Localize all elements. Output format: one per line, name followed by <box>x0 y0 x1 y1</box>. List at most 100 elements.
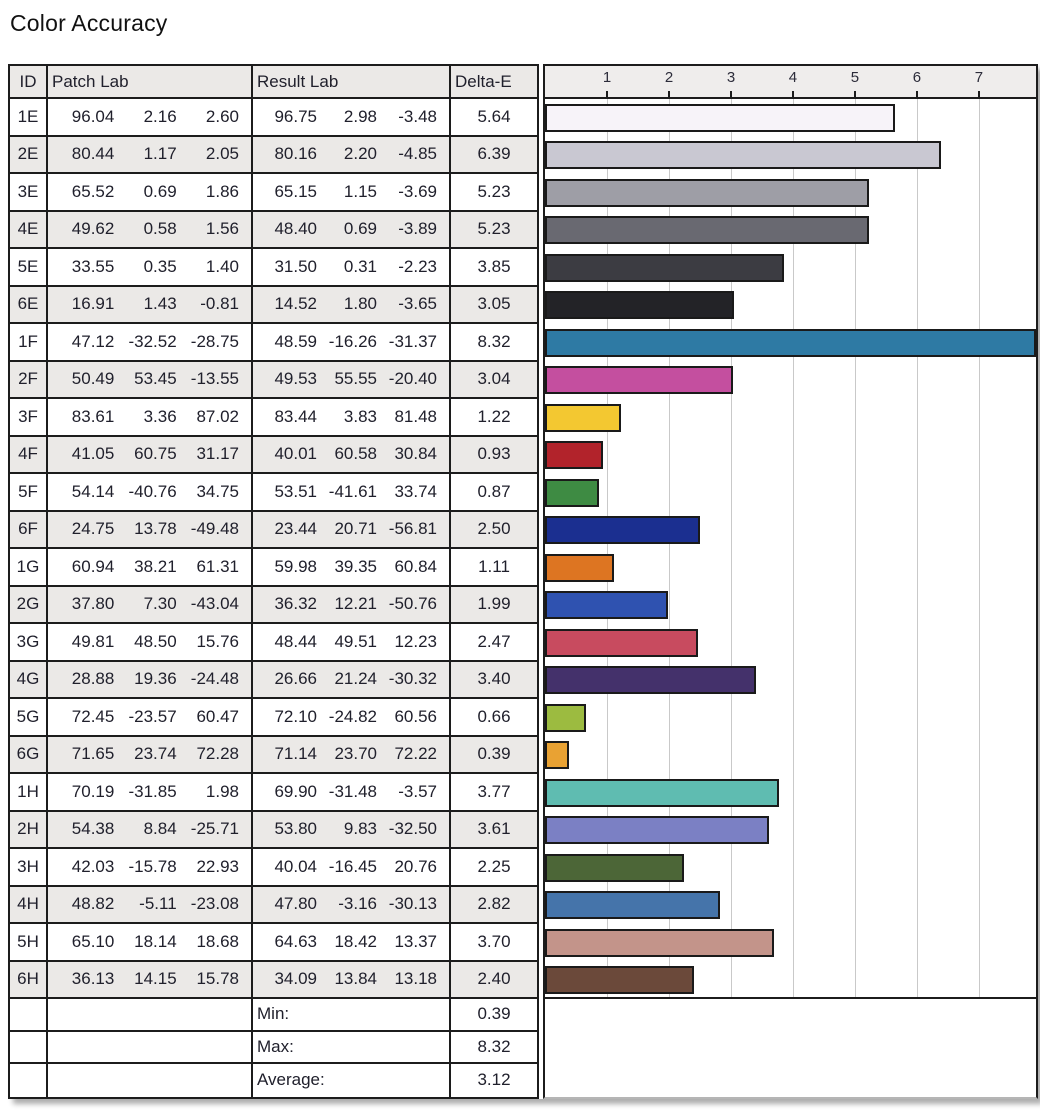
result-lab-cell: 31.50 0.31 -2.23 <box>253 249 451 285</box>
result-lab-cell-val-1: 0.31 <box>343 256 377 276</box>
chart-axis-strip: 1 2 3 4 5 6 7 <box>545 66 1036 99</box>
id-cell: 4E <box>10 211 48 247</box>
summary-row: Min: 0.39 <box>10 999 537 1032</box>
result-lab-cell-val-1: 12.21 <box>334 594 377 614</box>
delta-e-bar <box>545 441 603 470</box>
summary-value-cell: 3.12 <box>477 1070 511 1090</box>
axis-tick-label: 7 <box>974 69 984 86</box>
result-lab-cell-values: 65.15 1.15 -3.69 <box>253 182 449 202</box>
result-lab-cell-val-2: -3.48 <box>398 106 437 126</box>
result-lab-cell: 36.32 12.21 -50.76 <box>253 586 451 622</box>
bar-band <box>545 437 1036 475</box>
id-cell: 4F <box>10 436 48 472</box>
result-lab-cell-values: 34.09 13.84 13.18 <box>253 969 449 989</box>
gridline <box>854 99 856 997</box>
patch-lab-cell-val-2: -25.71 <box>190 819 239 839</box>
patch-lab-cell-val-1: 8.84 <box>143 819 177 839</box>
patch-lab-cell: 47.12 -32.52 -28.75 <box>48 324 253 360</box>
table-row: 5G 72.45 -23.57 60.47 72.10 -24.82 60.56 0.66 <box>10 699 537 737</box>
result-lab-cell-val-2: 20.76 <box>394 856 437 876</box>
result-lab-cell-val-2: -3.65 <box>398 294 437 314</box>
delta-e-cell: 6.39 <box>477 144 511 164</box>
bar-band <box>545 287 1036 325</box>
id-cell: 5H <box>10 924 48 960</box>
patch-lab-cell-val-2: -13.55 <box>190 369 239 389</box>
table-row: 6F 24.75 13.78 -49.48 23.44 20.71 -56.81 2.50 <box>10 511 537 549</box>
id-cell: 1E <box>10 99 48 135</box>
bar-band <box>545 924 1036 962</box>
delta-e-bar-chart: 1 2 3 4 5 6 7 <box>543 64 1038 1099</box>
result-lab-cell-val-0: 71.14 <box>274 744 317 764</box>
patch-lab-cell-val-2: 72.28 <box>196 744 239 764</box>
bar-band <box>545 662 1036 700</box>
table-row: 5F 54.14 -40.76 34.75 53.51 -41.61 33.74 0.87 <box>10 474 537 512</box>
gridline <box>606 99 608 997</box>
result-lab-cell-val-2: 12.23 <box>394 631 437 651</box>
delta-e-bar <box>545 103 895 132</box>
patch-lab-cell-values: 16.91 1.43 -0.81 <box>48 294 251 314</box>
result-lab-cell-val-2: 60.84 <box>394 556 437 576</box>
delta-e-bar <box>545 216 870 245</box>
patch-lab-cell: 49.81 48.50 15.76 <box>48 624 253 660</box>
table-row: 3H 42.03 -15.78 22.93 40.04 -16.45 20.76 2.25 <box>10 849 537 887</box>
delta-e-cell: 2.82 <box>477 894 511 914</box>
patch-lab-cell-val-2: 31.17 <box>196 444 239 464</box>
patch-lab-cell: 37.80 7.30 -43.04 <box>48 586 253 622</box>
table-row: 5H 65.10 18.14 18.68 64.63 18.42 13.37 3.70 <box>10 924 537 962</box>
table-row: 1G 60.94 38.21 61.31 59.98 39.35 60.84 1.11 <box>10 549 537 587</box>
delta-e-bar <box>545 328 1036 357</box>
patch-lab-cell-val-0: 60.94 <box>71 556 115 576</box>
result-lab-cell: 96.75 2.98 -3.48 <box>253 99 451 135</box>
result-lab-cell-val-1: 1.80 <box>343 294 377 314</box>
id-cell: 2F <box>10 361 48 397</box>
patch-lab-cell-val-1: 60.75 <box>134 444 177 464</box>
patch-lab-cell-values: 54.14 -40.76 34.75 <box>48 482 251 502</box>
id-cell: 5E <box>10 249 48 285</box>
result-lab-cell-val-0: 64.63 <box>274 931 317 951</box>
patch-lab-cell-values: 33.55 0.35 1.40 <box>48 257 251 277</box>
patch-lab-cell-val-1: 0.35 <box>143 256 177 276</box>
patch-lab-cell-val-2: 1.40 <box>205 256 239 276</box>
patch-lab-cell: 49.62 0.58 1.56 <box>48 211 253 247</box>
patch-lab-cell-val-0: 24.75 <box>71 519 115 539</box>
result-lab-cell: 59.98 39.35 60.84 <box>253 549 451 585</box>
bar-band <box>545 737 1036 775</box>
patch-lab-cell-values: 41.05 60.75 31.17 <box>48 444 251 464</box>
table-row: 6E 16.91 1.43 -0.81 14.52 1.80 -3.65 3.05 <box>10 286 537 324</box>
patch-lab-cell-val-0: 65.52 <box>71 181 115 201</box>
result-lab-cell-val-1: 60.58 <box>334 444 377 464</box>
summary-patch-cell <box>48 1064 253 1097</box>
patch-lab-cell-val-0: 49.81 <box>71 631 115 651</box>
result-lab-cell-values: 31.50 0.31 -2.23 <box>253 257 449 277</box>
patch-lab-cell-val-0: 41.05 <box>71 444 115 464</box>
patch-lab-cell-values: 72.45 -23.57 60.47 <box>48 707 251 727</box>
result-lab-cell-values: 48.40 0.69 -3.89 <box>253 219 449 239</box>
patch-lab-cell-values: 65.52 0.69 1.86 <box>48 182 251 202</box>
patch-lab-cell: 80.44 1.17 2.05 <box>48 136 253 172</box>
header-id: ID <box>10 66 48 97</box>
result-lab-cell-val-1: 2.20 <box>343 144 377 164</box>
patch-lab-cell-val-1: -32.52 <box>128 331 177 351</box>
patch-lab-cell-val-0: 36.13 <box>71 969 115 989</box>
chart-footer-blank <box>545 999 1036 1097</box>
delta-e-cell: 5.23 <box>477 181 511 201</box>
patch-lab-cell-val-1: -40.76 <box>128 481 177 501</box>
summary-id-cell <box>10 1031 48 1062</box>
patch-lab-cell-val-1: 1.43 <box>143 294 177 314</box>
patch-lab-cell-val-2: 22.93 <box>196 856 239 876</box>
result-lab-cell-val-2: -3.69 <box>398 181 437 201</box>
bar-band <box>545 774 1036 812</box>
delta-e-cell: 1.22 <box>477 406 511 426</box>
result-lab-cell-val-1: 39.35 <box>334 556 377 576</box>
result-lab-cell-val-0: 36.32 <box>274 594 317 614</box>
delta-e-cell: 8.32 <box>477 331 511 351</box>
bar-band <box>545 99 1036 137</box>
delta-e-bar <box>545 703 586 732</box>
axis-tick-label: 1 <box>602 69 612 86</box>
result-lab-cell-val-0: 53.80 <box>274 819 317 839</box>
patch-lab-cell-val-0: 70.19 <box>71 781 115 801</box>
result-lab-cell: 48.40 0.69 -3.89 <box>253 211 451 247</box>
patch-lab-cell: 65.10 18.14 18.68 <box>48 924 253 960</box>
result-lab-cell-val-2: 33.74 <box>394 481 437 501</box>
result-lab-cell-val-1: -24.82 <box>328 706 377 726</box>
